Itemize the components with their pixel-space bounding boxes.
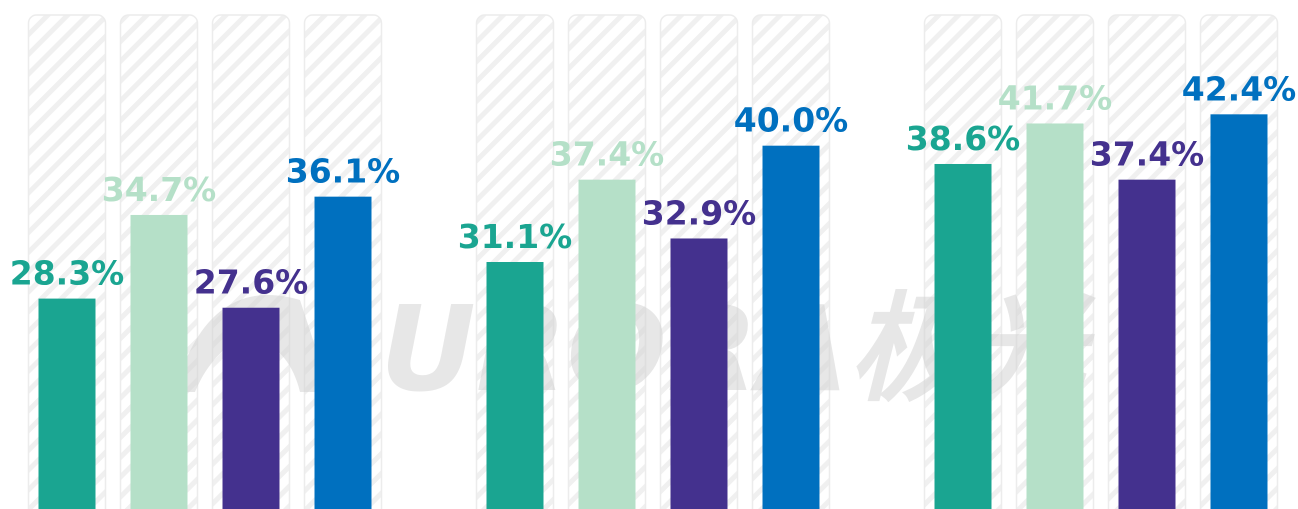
bar (762, 145, 820, 509)
value-label: 32.9% (642, 193, 757, 232)
bar (1210, 114, 1268, 509)
value-label: 37.4% (1090, 135, 1205, 174)
value-label: 37.4% (550, 135, 665, 174)
bar (1026, 123, 1084, 509)
bar (222, 307, 280, 509)
bar (1118, 179, 1176, 509)
watermark-logo (175, 294, 330, 392)
value-label: 38.6% (906, 119, 1021, 158)
bar (934, 163, 992, 509)
value-label: 27.6% (194, 263, 309, 302)
bar (314, 196, 372, 509)
value-label: 31.1% (458, 217, 573, 256)
value-label: 41.7% (998, 78, 1113, 117)
bar (130, 214, 188, 509)
bar (38, 298, 96, 509)
value-label: 28.3% (10, 254, 125, 293)
bar (670, 238, 728, 509)
bar (486, 262, 544, 509)
bar (578, 179, 636, 509)
value-label: 40.0% (734, 101, 849, 140)
value-label: 42.4% (1182, 69, 1297, 108)
value-label: 36.1% (286, 152, 401, 191)
value-label: 34.7% (102, 170, 217, 209)
plot: 28.3% 34.7% 27.6% 36.1% 31.1% 37.4% 32.9% 40.0%… (10, 69, 1297, 509)
